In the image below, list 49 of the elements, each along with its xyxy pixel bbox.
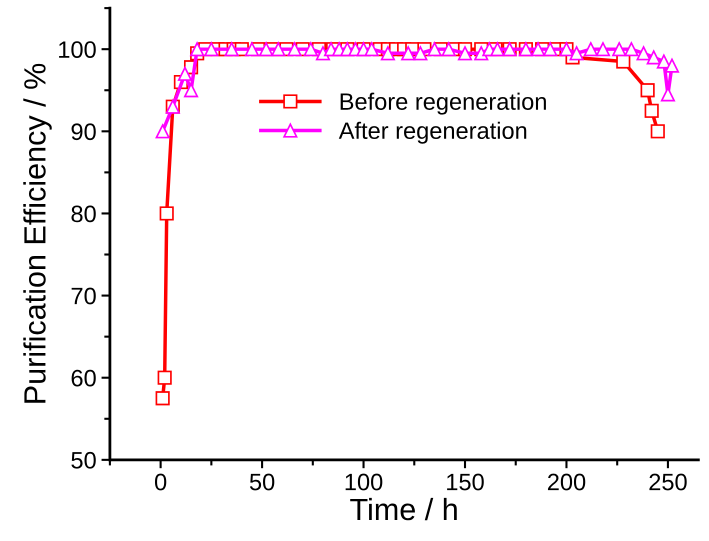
- point: [380, 46, 395, 60]
- point: [401, 46, 416, 60]
- point: [543, 42, 558, 56]
- point: [158, 370, 172, 385]
- point: [156, 124, 170, 138]
- point: [596, 42, 610, 56]
- x-tick-label: 150: [447, 474, 484, 490]
- point: [624, 42, 638, 56]
- point: [156, 391, 170, 406]
- point: [259, 42, 274, 56]
- point: [664, 58, 680, 73]
- point: [650, 124, 665, 138]
- y-tick-label: 50: [71, 452, 96, 469]
- point: [364, 42, 379, 56]
- legend-label: After regeneration: [338, 122, 526, 144]
- point: [612, 42, 626, 56]
- point: [190, 42, 204, 56]
- x-axis-title: Time / h: [350, 498, 457, 520]
- point: [636, 46, 651, 60]
- x-tick-label: 200: [548, 474, 586, 490]
- legend-label: Before regeneration: [340, 92, 546, 115]
- point: [442, 42, 456, 56]
- x-tick-label: 250: [649, 474, 687, 490]
- point: [244, 42, 260, 56]
- x-tick-label: 50: [250, 474, 274, 490]
- x-tick-label: 0: [154, 474, 166, 490]
- point: [656, 54, 671, 69]
- y-tick-label: 90: [72, 123, 96, 140]
- point: [427, 42, 442, 56]
- point: [646, 50, 661, 64]
- point: [640, 83, 655, 98]
- y-tick-label: 60: [72, 370, 96, 387]
- y-axis-title: Purification Efficiency / %: [23, 64, 52, 403]
- y-tick-label: 80: [71, 206, 96, 222]
- point: [271, 42, 286, 56]
- point: [160, 206, 174, 221]
- point: [644, 104, 659, 118]
- x-tick-label: 100: [346, 474, 382, 490]
- point: [584, 42, 598, 56]
- y-tick-label: 100: [59, 41, 96, 58]
- point: [304, 42, 318, 56]
- point: [458, 46, 472, 60]
- point: [530, 42, 546, 56]
- point: [204, 42, 218, 56]
- point: [287, 42, 302, 56]
- point: [178, 66, 192, 81]
- point: [570, 46, 584, 60]
- y-tick-label: 70: [72, 288, 96, 304]
- point: [413, 46, 428, 60]
